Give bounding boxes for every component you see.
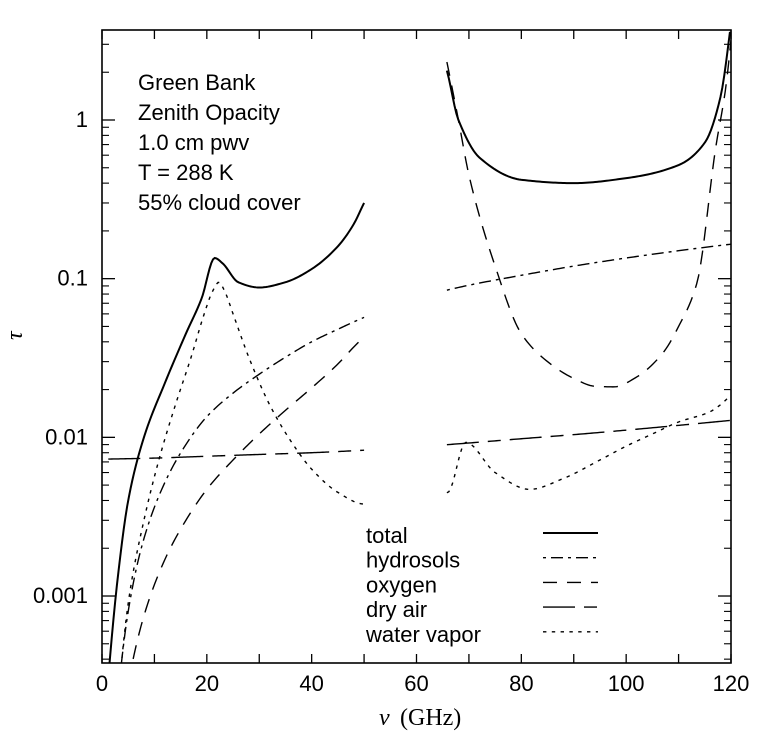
svg-text:120: 120	[713, 671, 750, 696]
svg-text:oxygen: oxygen	[366, 572, 437, 597]
svg-text:1.0 cm pwv: 1.0 cm pwv	[138, 130, 249, 155]
svg-text:ν: ν	[379, 705, 390, 731]
svg-text:55% cloud cover: 55% cloud cover	[138, 190, 301, 215]
svg-text:(GHz): (GHz)	[400, 705, 461, 731]
svg-text:water vapor: water vapor	[365, 622, 481, 647]
svg-text:τ: τ	[2, 330, 28, 340]
svg-text:0.1: 0.1	[57, 266, 88, 291]
svg-text:80: 80	[509, 671, 533, 696]
svg-text:Green Bank: Green Bank	[138, 70, 256, 95]
svg-text:20: 20	[195, 671, 219, 696]
svg-text:60: 60	[404, 671, 428, 696]
svg-text:0.001: 0.001	[33, 583, 88, 608]
svg-text:40: 40	[299, 671, 323, 696]
svg-text:T = 288 K: T = 288 K	[138, 160, 234, 185]
svg-text:dry air: dry air	[366, 597, 427, 622]
svg-text:total: total	[366, 523, 408, 548]
svg-text:100: 100	[608, 671, 645, 696]
svg-text:hydrosols: hydrosols	[366, 548, 460, 573]
svg-text:0.01: 0.01	[45, 424, 88, 449]
svg-text:Zenith Opacity: Zenith Opacity	[138, 100, 280, 125]
svg-text:0: 0	[96, 671, 108, 696]
svg-text:1: 1	[76, 107, 88, 132]
